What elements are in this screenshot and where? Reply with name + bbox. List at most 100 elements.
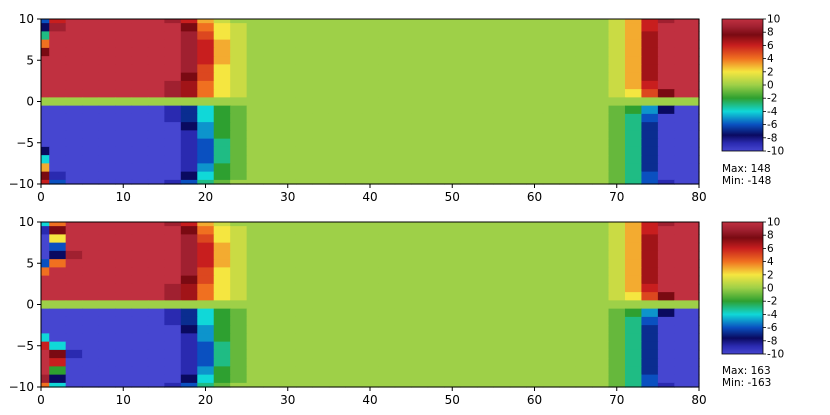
heatmap-cell	[427, 349, 445, 359]
heatmap-cell	[592, 105, 610, 115]
heatmap-cell	[444, 105, 462, 115]
heatmap-cell	[41, 64, 50, 74]
heatmap-cell	[131, 242, 149, 252]
heatmap-cell	[592, 19, 610, 24]
heatmap-cell	[131, 382, 149, 388]
colorbar-tick-label: 8	[767, 27, 774, 39]
heatmap-cell	[378, 163, 396, 173]
heatmap-cell	[493, 382, 511, 388]
heatmap-cell	[49, 171, 67, 181]
heatmap-cell	[230, 80, 248, 90]
heatmap-cell	[394, 39, 412, 49]
heatmap-cell	[180, 179, 198, 185]
heatmap-cell	[657, 250, 675, 260]
heatmap-cell	[345, 292, 363, 301]
heatmap-cell	[411, 341, 429, 351]
heatmap-cell	[624, 89, 643, 98]
heatmap-cell	[197, 146, 215, 156]
heatmap-cell	[608, 325, 626, 334]
heatmap-cell	[526, 72, 544, 82]
heatmap-cell	[624, 19, 643, 24]
heatmap-cell	[559, 105, 577, 115]
heatmap-cell	[476, 122, 494, 131]
heatmap-cell	[197, 155, 215, 164]
heatmap-cell	[378, 113, 396, 123]
heatmap-cell	[180, 130, 198, 140]
heatmap-cell	[542, 146, 560, 156]
heatmap-cell	[641, 267, 659, 277]
heatmap-cell	[378, 333, 396, 343]
heatmap-cell	[65, 72, 83, 82]
heatmap-cell	[213, 275, 231, 285]
heatmap-cell	[411, 275, 429, 285]
heatmap-cell	[263, 80, 281, 90]
heatmap-cell	[98, 80, 116, 90]
heatmap-cell	[476, 267, 494, 277]
heatmap-cell	[230, 366, 248, 376]
heatmap-cell	[378, 105, 396, 115]
heatmap-cell	[131, 105, 149, 115]
heatmap-cell	[230, 138, 248, 148]
heatmap-cell	[98, 333, 116, 343]
heatmap-cell	[41, 358, 50, 367]
heatmap-cell	[361, 333, 379, 343]
heatmap-cell	[115, 234, 133, 244]
heatmap-cell	[526, 267, 544, 277]
heatmap-cell	[509, 382, 527, 388]
heatmap-cell	[279, 341, 297, 351]
colorbar-tick-label: -2	[767, 296, 777, 308]
heatmap-cell	[98, 267, 116, 277]
heatmap-cell	[65, 23, 83, 32]
heatmap-cell	[295, 72, 314, 82]
heatmap-cell	[526, 138, 544, 148]
heatmap-cell	[295, 97, 314, 107]
heatmap-cell	[361, 308, 379, 318]
heatmap-cell	[82, 138, 100, 148]
heatmap-cell	[411, 234, 429, 244]
heatmap-cell	[444, 130, 462, 140]
heatmap-cell	[263, 105, 281, 115]
heatmap-cell	[559, 275, 577, 285]
heatmap-cell	[493, 226, 511, 235]
heatmap-cell	[131, 300, 149, 310]
heatmap-cell	[312, 267, 330, 277]
heatmap-cell	[509, 259, 527, 268]
heatmap-cell	[246, 300, 264, 310]
heatmap-cell	[493, 64, 511, 74]
heatmap-cell	[246, 374, 264, 384]
heatmap-cell	[526, 349, 544, 359]
heatmap-cell	[115, 250, 133, 260]
heatmap-cell	[312, 341, 330, 351]
heatmap-cell	[246, 72, 264, 82]
heatmap-cell	[312, 292, 330, 301]
heatmap-cell	[361, 23, 379, 32]
heatmap-cell	[411, 72, 429, 82]
heatmap-cell	[328, 56, 346, 65]
heatmap-cell	[493, 23, 511, 32]
heatmap-cell	[641, 333, 659, 343]
heatmap-cell	[213, 242, 231, 252]
heatmap-cell	[197, 292, 215, 301]
heatmap-cell	[230, 105, 248, 115]
heatmap-cell	[115, 259, 133, 268]
heatmap-cell	[328, 97, 346, 107]
heatmap-cell	[213, 80, 231, 90]
heatmap-cell	[312, 47, 330, 57]
heatmap-cell	[246, 382, 264, 388]
heatmap-cell	[542, 130, 560, 140]
heatmap-cell	[147, 267, 165, 277]
heatmap-cell	[328, 171, 346, 181]
heatmap-cell	[131, 275, 149, 285]
heatmap-cell	[427, 267, 445, 277]
heatmap-cell	[180, 333, 198, 343]
heatmap-cell	[542, 259, 560, 268]
heatmap-cell	[115, 163, 133, 173]
heatmap-cell	[295, 275, 314, 285]
heatmap-cell	[460, 47, 478, 57]
heatmap-cell	[263, 374, 281, 384]
heatmap-cell	[394, 163, 412, 173]
heatmap-cell	[82, 366, 100, 376]
heatmap-cell	[115, 72, 133, 82]
heatmap-cell	[526, 283, 544, 293]
heatmap-cell	[345, 226, 363, 235]
